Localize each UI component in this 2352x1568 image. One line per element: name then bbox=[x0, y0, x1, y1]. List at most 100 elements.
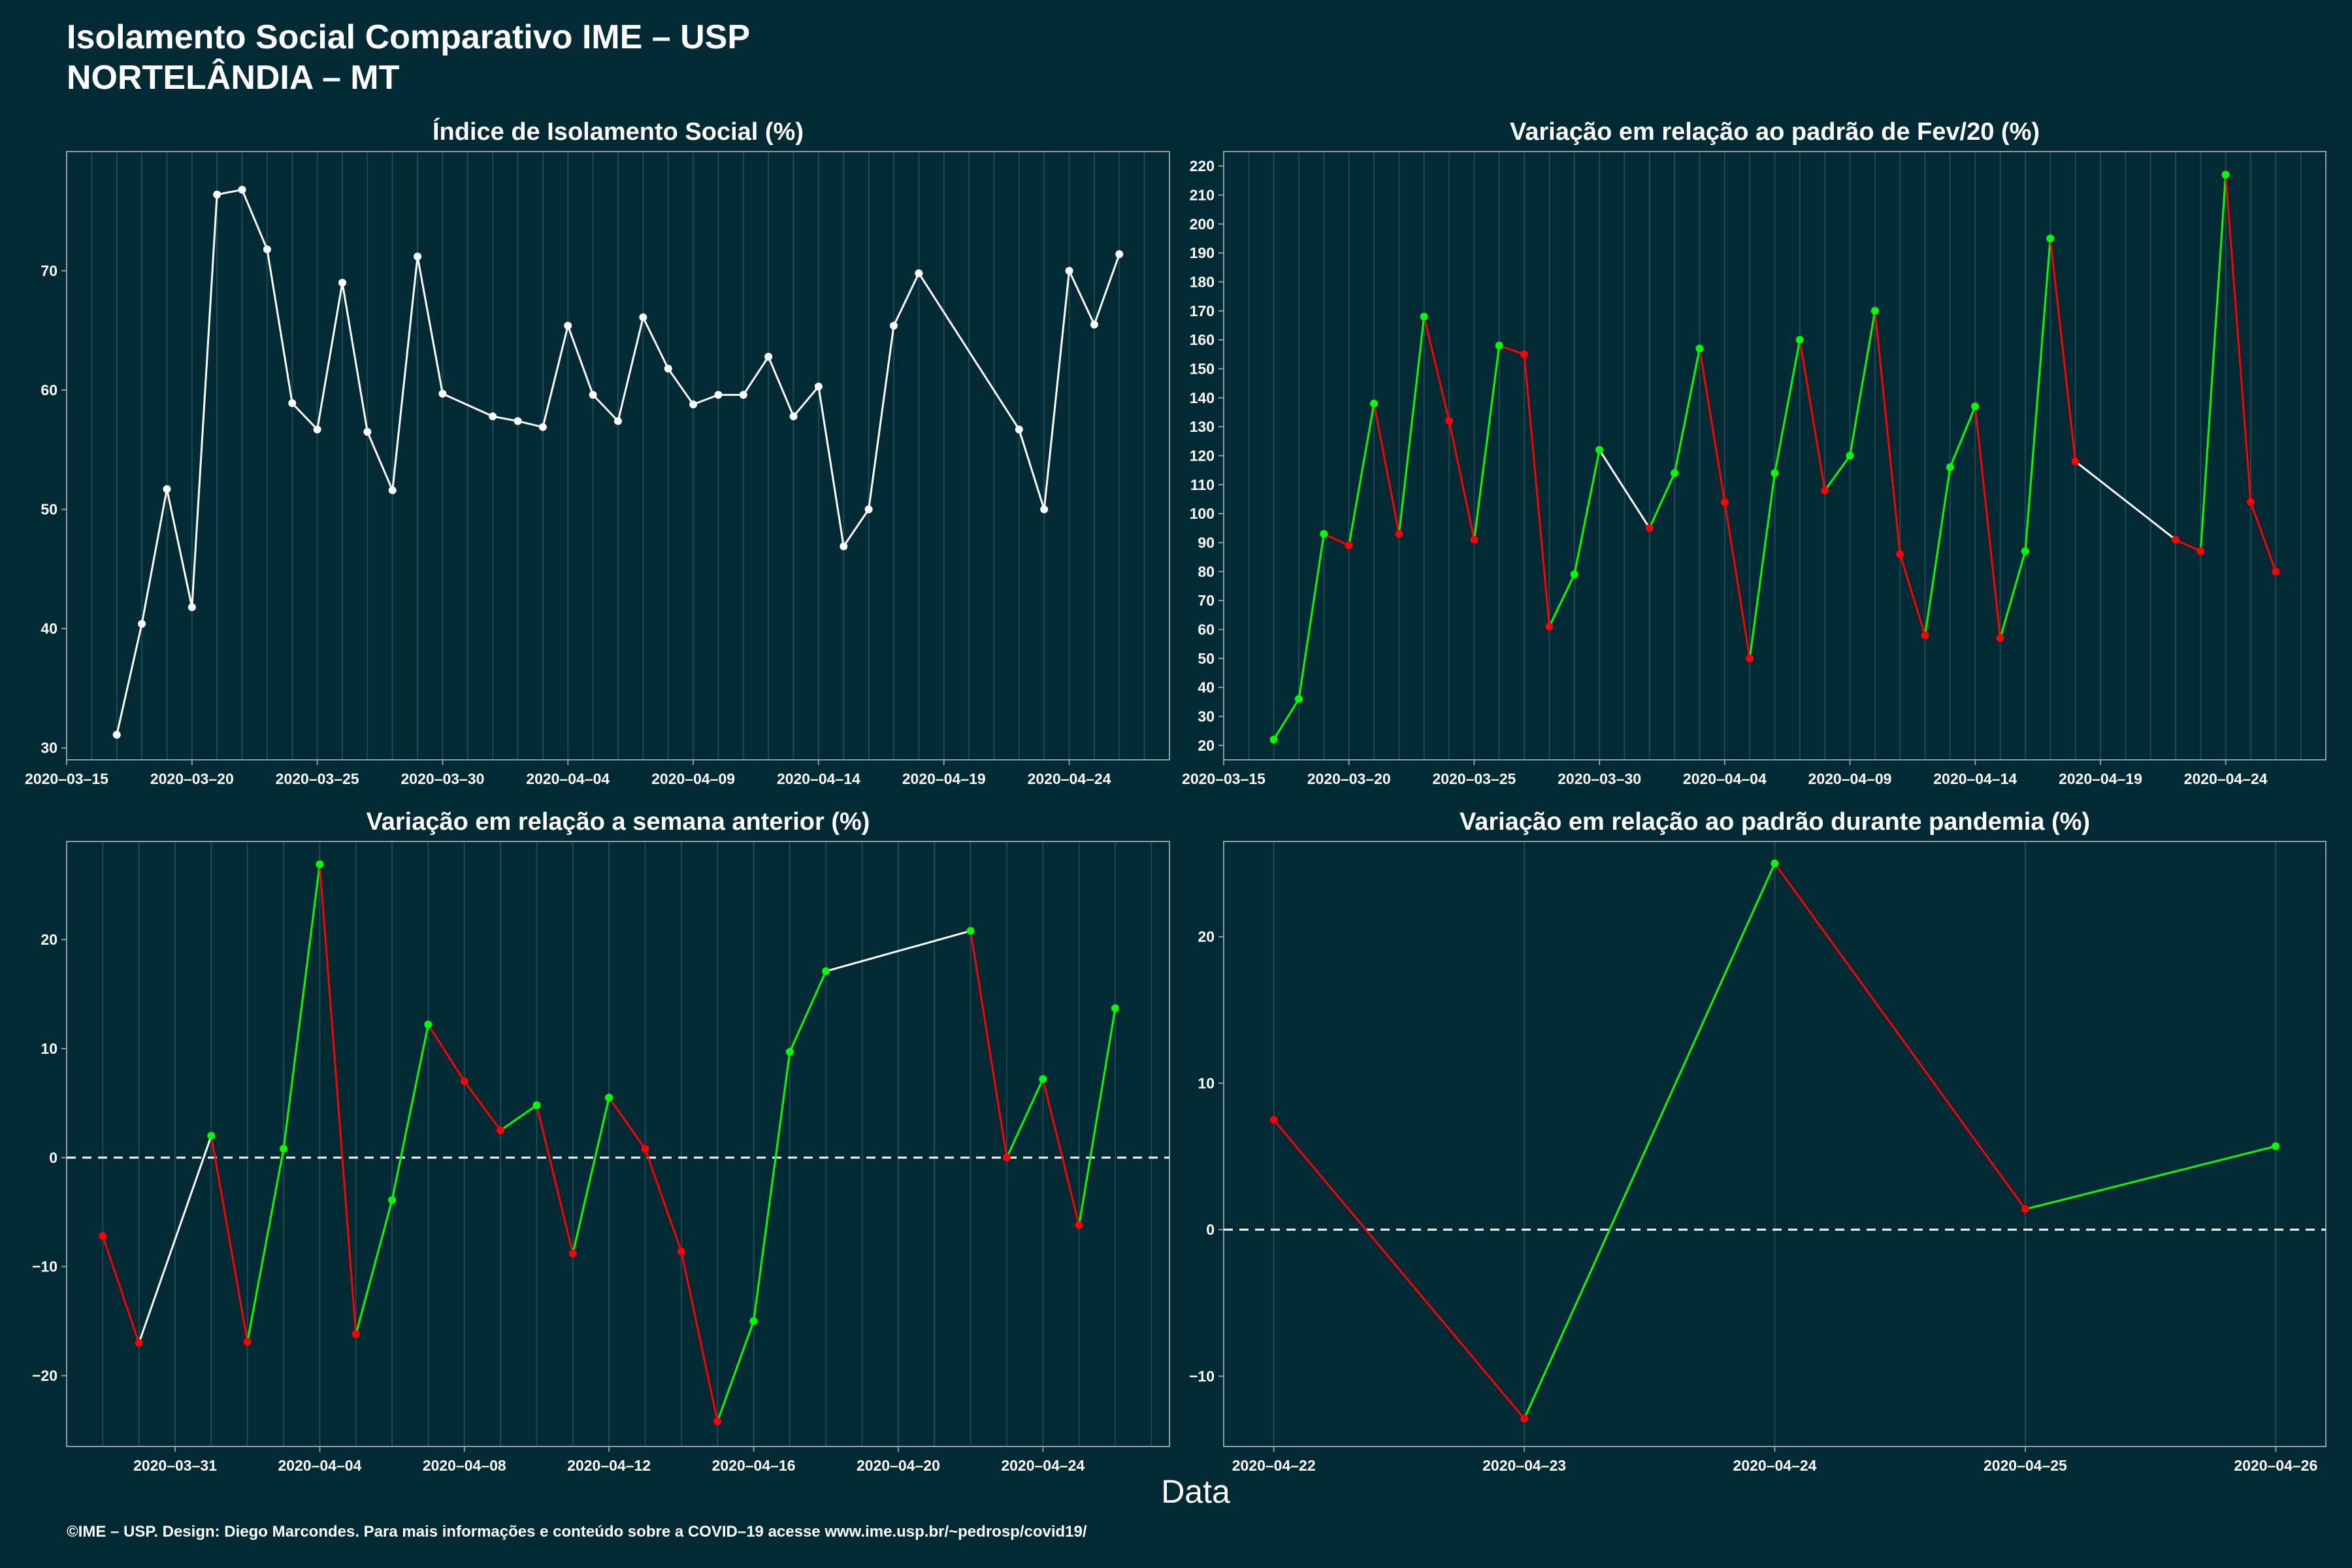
y-tick-label: 20 bbox=[41, 931, 57, 948]
series-segment bbox=[210, 1135, 249, 1343]
series-segment bbox=[355, 1200, 393, 1335]
data-point bbox=[605, 1094, 613, 1102]
series-segment bbox=[1397, 316, 1426, 534]
data-point bbox=[1345, 541, 1353, 549]
y-tick-label: −10 bbox=[1189, 1367, 1215, 1384]
data-point bbox=[1746, 654, 1754, 662]
series-segment bbox=[1799, 339, 1826, 491]
x-tick-label: 2020–04–09 bbox=[651, 770, 735, 787]
panel-title: Índice de Isolamento Social (%) bbox=[433, 117, 804, 146]
y-tick-label: 190 bbox=[1190, 244, 1215, 261]
data-point bbox=[1115, 250, 1124, 258]
x-tick-label: 2020–04–20 bbox=[857, 1457, 940, 1474]
series-segment bbox=[116, 623, 143, 735]
series-segment bbox=[753, 1051, 791, 1322]
page-title: Isolamento Social Comparativo IME – USP bbox=[67, 18, 750, 56]
x-tick-label: 2020–04–26 bbox=[2234, 1457, 2317, 1474]
panel-frame bbox=[66, 841, 1170, 1447]
series-segment bbox=[2225, 174, 2252, 502]
data-point bbox=[351, 1330, 360, 1339]
x-tick-label: 2020–04–24 bbox=[1028, 770, 1111, 787]
y-tick-label: 0 bbox=[1206, 1221, 1215, 1238]
series-segment bbox=[1598, 449, 1651, 529]
data-point bbox=[112, 730, 121, 739]
x-tick-label: 2020–04–22 bbox=[1232, 1457, 1316, 1474]
series-segment bbox=[817, 386, 845, 547]
data-point bbox=[840, 542, 848, 551]
series-segment bbox=[391, 256, 419, 491]
data-point bbox=[614, 417, 622, 425]
series-segment bbox=[391, 1024, 429, 1201]
y-tick-label: 120 bbox=[1190, 448, 1215, 465]
series-segment bbox=[868, 325, 895, 510]
data-point bbox=[538, 423, 547, 431]
data-point bbox=[1370, 399, 1379, 408]
data-point bbox=[316, 860, 324, 869]
series-segment bbox=[1823, 455, 1851, 491]
series-segment bbox=[1018, 429, 1045, 510]
data-point bbox=[1295, 694, 1303, 703]
data-point bbox=[280, 1145, 288, 1153]
series-segment bbox=[843, 508, 870, 547]
data-point bbox=[1520, 350, 1529, 359]
data-point bbox=[138, 619, 146, 628]
x-tick-label: 2020–04–09 bbox=[1808, 770, 1892, 787]
y-tick-label: 10 bbox=[1198, 1075, 1215, 1092]
series-segment bbox=[1323, 532, 1350, 547]
series-segment bbox=[2049, 238, 2077, 462]
series-segment bbox=[1523, 863, 1776, 1420]
chart-panel-2: Variação em relação ao padrão de Fev/20 … bbox=[1182, 118, 2327, 787]
data-point bbox=[1595, 446, 1604, 454]
data-point bbox=[489, 412, 497, 421]
data-point bbox=[532, 1101, 541, 1109]
data-point bbox=[2021, 1205, 2029, 1213]
data-point bbox=[764, 352, 773, 361]
series-segment bbox=[742, 356, 770, 396]
data-point bbox=[460, 1077, 468, 1086]
x-tick-label: 2020–04–25 bbox=[1984, 1457, 2067, 1474]
x-tick-label: 2020–03–15 bbox=[25, 770, 108, 787]
panel-frame bbox=[66, 151, 1170, 760]
series-segment bbox=[1273, 698, 1300, 740]
series-segment bbox=[1748, 472, 1776, 659]
series-segment bbox=[442, 393, 493, 417]
data-point bbox=[1495, 342, 1503, 350]
series-segment bbox=[138, 1135, 212, 1343]
data-point bbox=[2021, 547, 2029, 555]
series-segment bbox=[2025, 1145, 2276, 1211]
data-point bbox=[2071, 457, 2080, 466]
y-tick-label: 80 bbox=[1198, 563, 1215, 580]
series-segment bbox=[1723, 502, 1751, 659]
series-segment bbox=[1949, 406, 1976, 468]
data-point bbox=[1065, 267, 1073, 275]
series-segment bbox=[140, 489, 168, 625]
series-segment bbox=[216, 188, 242, 196]
data-point bbox=[188, 603, 196, 612]
x-tick-label: 2020–04–24 bbox=[2184, 770, 2268, 787]
y-tick-label: 210 bbox=[1190, 187, 1215, 204]
y-tick-label: 0 bbox=[49, 1149, 57, 1166]
data-point bbox=[414, 252, 422, 261]
series-segment bbox=[492, 415, 518, 423]
series-segment bbox=[825, 930, 972, 972]
data-point bbox=[1040, 505, 1049, 514]
data-point bbox=[1090, 320, 1098, 329]
data-point bbox=[1921, 631, 1929, 640]
series-segment bbox=[1899, 553, 1926, 636]
data-point bbox=[864, 505, 873, 514]
series-segment bbox=[789, 970, 827, 1053]
data-point bbox=[424, 1021, 433, 1029]
series-segment bbox=[536, 1105, 574, 1254]
data-point bbox=[689, 400, 698, 409]
series-segment bbox=[767, 356, 794, 417]
series-segment bbox=[291, 402, 318, 431]
data-point bbox=[338, 278, 346, 287]
data-point bbox=[789, 412, 798, 421]
x-tick-label: 2020–04–04 bbox=[1683, 770, 1767, 787]
series-segment bbox=[316, 282, 344, 430]
data-point bbox=[135, 1339, 143, 1347]
y-tick-label: 40 bbox=[1198, 679, 1215, 696]
series-segment bbox=[1043, 270, 1071, 510]
chart-panel-4: Variação em relação ao padrão durante pa… bbox=[1189, 808, 2327, 1474]
